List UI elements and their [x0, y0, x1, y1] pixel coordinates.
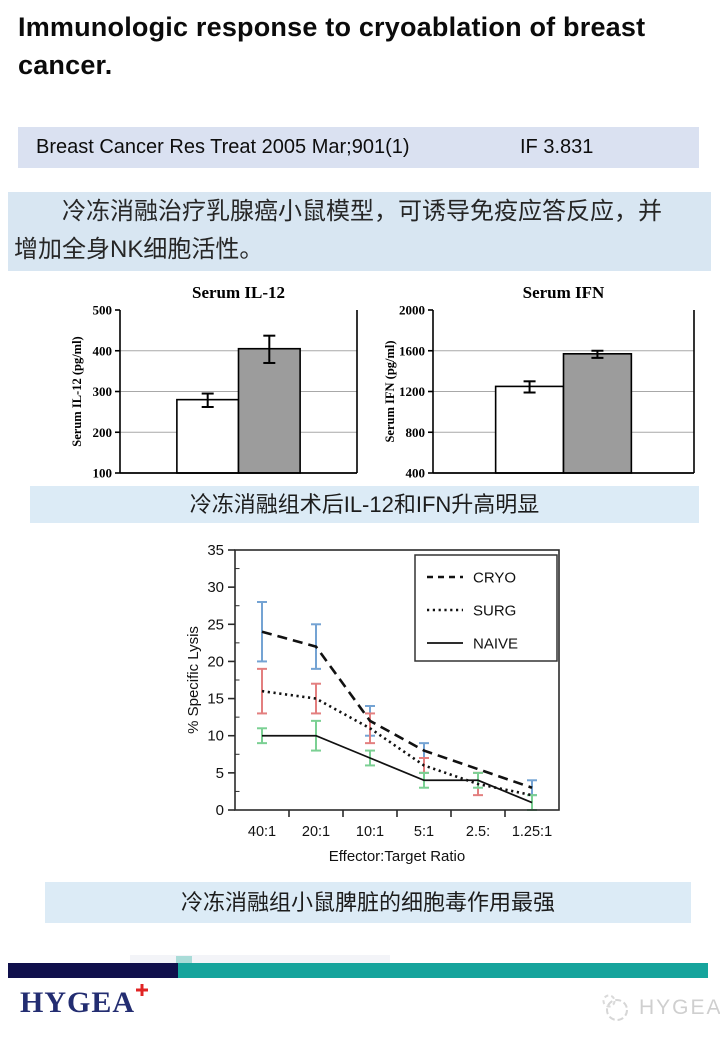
serum-ifn-bar-chart: 400 800 1200 1600 2000 Serum IFN Serum IFN (pg… [383, 283, 695, 481]
svg-text:300: 300 [93, 384, 113, 399]
svg-text:NAIVE: NAIVE [473, 636, 518, 653]
svg-text:40:1: 40:1 [248, 824, 276, 840]
caption-bar-charts: 冷冻消融组术后IL-12和IFN升高明显 [30, 486, 699, 523]
footer-bar-navy [8, 963, 178, 978]
watermark: HYGEA [600, 993, 720, 1023]
brand-cross-icon [136, 984, 149, 996]
footer-sheen-decoration [130, 955, 390, 963]
brand-logo: HYGEA [20, 984, 149, 1020]
svg-text:CRYO: CRYO [473, 570, 516, 587]
footer-tab-decoration [176, 956, 192, 963]
svg-text:Effector:Target Ratio: Effector:Target Ratio [329, 848, 465, 865]
svg-text:30: 30 [207, 579, 224, 596]
impact-factor: IF 3.831 [520, 136, 594, 158]
svg-text:Serum IL-12 (pg/ml): Serum IL-12 (pg/ml) [70, 336, 84, 446]
svg-text:2.5:: 2.5: [466, 824, 490, 840]
citation-text: Breast Cancer Res Treat 2005 Mar;901(1) [36, 136, 410, 158]
footer-bar-teal [178, 963, 708, 978]
svg-text:100: 100 [93, 466, 113, 481]
svg-text:% Specific Lysis: % Specific Lysis [185, 626, 202, 734]
svg-text:35: 35 [207, 542, 224, 559]
svg-text:1600: 1600 [399, 343, 425, 358]
specific-lysis-line-chart: 0 5 10 15 20 25 30 35 40:1 20:1 10:1 5:1 2.5: 1.25:1 E… [185, 542, 560, 865]
svg-text:5:1: 5:1 [414, 824, 434, 840]
svg-text:Serum IL-12: Serum IL-12 [192, 283, 285, 302]
svg-text:SURG: SURG [473, 603, 516, 620]
svg-text:0: 0 [216, 802, 224, 819]
citation-bar: Breast Cancer Res Treat 2005 Mar;901(1) … [18, 127, 699, 168]
svg-text:20:1: 20:1 [302, 824, 330, 840]
serum-il12-bar-chart: 100 200 300 400 500 Serum IL-12 Serum IL-12 (p… [70, 283, 358, 481]
svg-text:15: 15 [207, 691, 224, 708]
svg-text:400: 400 [93, 343, 113, 358]
svg-text:10:1: 10:1 [356, 824, 384, 840]
svg-text:500: 500 [93, 303, 113, 318]
svg-text:Serum IFN: Serum IFN [523, 283, 605, 302]
brand-logo-text: HYGEA [20, 986, 136, 1019]
svg-text:25: 25 [207, 616, 224, 633]
svg-text:1200: 1200 [399, 384, 425, 399]
svg-text:Serum IFN (pg/ml): Serum IFN (pg/ml) [383, 340, 397, 442]
svg-text:1.25:1: 1.25:1 [512, 824, 552, 840]
svg-text:800: 800 [406, 425, 426, 440]
svg-text:5: 5 [216, 765, 224, 782]
svg-text:2000: 2000 [399, 303, 425, 318]
svg-text:400: 400 [406, 466, 426, 481]
summary-text-line1: 冷冻消融治疗乳腺癌小鼠模型，可诱导免疫应答反应，并 [62, 198, 662, 225]
summary-box: 冷冻消融治疗乳腺癌小鼠模型，可诱导免疫应答反应，并 增加全身NK细胞活性。 [8, 192, 711, 271]
svg-text:20: 20 [207, 653, 224, 670]
page-title: Immunologic response to cryoablation of … [18, 12, 646, 80]
watermark-text: HYGEA [639, 996, 720, 1019]
svg-text:200: 200 [93, 425, 113, 440]
svg-text:10: 10 [207, 728, 224, 745]
watermark-logo-icon [602, 994, 628, 1021]
caption-line-chart: 冷冻消融组小鼠脾脏的细胞毒作用最强 [45, 882, 691, 923]
summary-text-line2: 增加全身NK细胞活性。 [14, 236, 264, 263]
